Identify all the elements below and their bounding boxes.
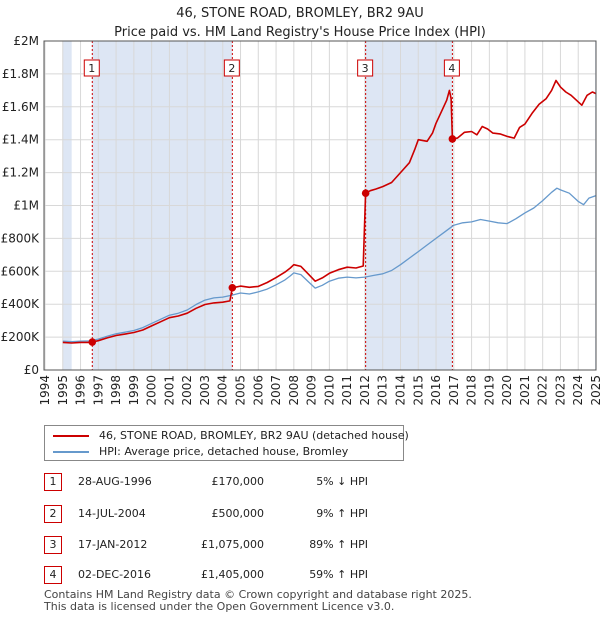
- legend: 46, STONE ROAD, BROMLEY, BR2 9AU (detach…: [44, 425, 409, 461]
- sale-marker-box: [223, 59, 240, 77]
- y-tick-label: £1.4M: [2, 133, 39, 147]
- sale-number-badge: 3: [44, 536, 62, 554]
- sale-marker-label: 4: [448, 62, 455, 75]
- x-tick-label: 2015: [411, 375, 425, 406]
- x-tick-label: 1997: [91, 375, 105, 406]
- sale-row: 4 02-DEC-2016 £1,405,000 59% ↑ HPI: [44, 566, 404, 584]
- sale-marker-label: 3: [362, 62, 369, 75]
- y-tick-label: £200K: [1, 330, 41, 344]
- x-tick-label: 2020: [500, 375, 514, 406]
- sale-point: [361, 189, 370, 197]
- x-tick-label: 1995: [56, 375, 70, 406]
- sale-marker-label: 1: [88, 62, 95, 75]
- x-tick-label: 2009: [305, 375, 319, 406]
- y-tick-label: £1.2M: [2, 166, 39, 180]
- property-price-line: [62, 79, 597, 344]
- x-tick-label: 2010: [322, 375, 336, 406]
- x-tick-label: 2017: [447, 375, 461, 406]
- sale-date: 14-JUL-2004: [78, 507, 146, 520]
- y-tick-label: £800K: [1, 231, 41, 245]
- sale-row: 3 17-JAN-2012 £1,075,000 89% ↑ HPI: [44, 536, 404, 554]
- x-tick-label: 2021: [518, 375, 532, 406]
- sale-point: [228, 283, 237, 292]
- sale-price: £170,000: [211, 475, 265, 488]
- sale-hpi-change: 9% ↑ HPI: [316, 507, 368, 520]
- x-tick-label: 1994: [38, 375, 52, 406]
- x-tick-label: 2007: [269, 375, 283, 406]
- sale-number-badge: 4: [44, 566, 62, 584]
- sale-row: 1 28-AUG-1996 £170,000 5% ↓ HPI: [44, 473, 404, 491]
- x-tick-label: 2003: [198, 375, 212, 406]
- y-tick-label: £0: [24, 363, 39, 377]
- sale-marker-box: [357, 59, 374, 77]
- sale-date: 28-AUG-1996: [78, 475, 152, 488]
- y-tick-label: £600K: [1, 264, 41, 278]
- y-tick-label: £400K: [1, 297, 41, 311]
- x-tick-label: 2022: [536, 375, 550, 406]
- sale-date: 02-DEC-2016: [78, 568, 152, 581]
- x-tick-label: 1999: [127, 375, 141, 406]
- legend-label-property: 46, STONE ROAD, BROMLEY, BR2 9AU (detach…: [99, 429, 409, 442]
- x-tick-label: 1996: [74, 375, 88, 406]
- sale-hpi-change: 89% ↑ HPI: [309, 538, 368, 551]
- x-tick-label: 2000: [145, 375, 159, 406]
- x-tick-label: 2004: [216, 375, 230, 406]
- sale-date: 17-JAN-2012: [78, 538, 148, 551]
- sale-marker-label: 2: [228, 62, 235, 75]
- x-tick-label: 2018: [465, 375, 479, 406]
- y-tick-label: £1.6M: [2, 100, 39, 114]
- chart-title-block: 46, STONE ROAD, BROMLEY, BR2 9AU Price p…: [0, 4, 600, 42]
- sale-number-badge: 2: [44, 505, 62, 523]
- legend-swatch-hpi: [53, 451, 89, 453]
- sale-number-badge: 1: [44, 473, 62, 491]
- x-tick-label: 2013: [376, 375, 390, 406]
- x-tick-label: 1998: [109, 375, 123, 406]
- x-tick-label: 2016: [429, 375, 443, 406]
- x-tick-label: 2005: [234, 375, 248, 406]
- hpi-line: [62, 187, 597, 343]
- sale-price: £1,405,000: [201, 568, 264, 581]
- sale-marker-box: [443, 59, 460, 77]
- sale-point: [88, 338, 97, 346]
- x-tick-label: 2023: [553, 375, 567, 406]
- legend-label-hpi: HPI: Average price, detached house, Brom…: [99, 445, 349, 458]
- footer: Contains HM Land Registry data © Crown c…: [44, 589, 472, 613]
- y-tick-label: £1M: [13, 199, 39, 213]
- price-chart: 1 2 3 4 £0 £200K £400K £600K £800K £1M £1.2M £1.4M…: [1, 34, 600, 406]
- chart-title: 46, STONE ROAD, BROMLEY, BR2 9AU: [176, 6, 424, 21]
- sale-marker-box: [83, 59, 100, 77]
- x-tick-label: 2014: [393, 375, 407, 406]
- footer-line: Contains HM Land Registry data © Crown c…: [44, 588, 472, 601]
- sale-hpi-change: 5% ↓ HPI: [316, 475, 368, 488]
- x-tick-label: 2011: [340, 375, 354, 406]
- x-tick-label: 2012: [358, 375, 372, 406]
- chart-subtitle: Price paid vs. HM Land Registry's House …: [114, 25, 486, 40]
- x-tick-label: 2006: [251, 375, 265, 406]
- sale-row: 2 14-JUL-2004 £500,000 9% ↑ HPI: [44, 505, 404, 523]
- sale-price: £500,000: [211, 507, 265, 520]
- x-tick-label: 2025: [589, 375, 600, 406]
- footer-line: This data is licensed under the Open Gov…: [44, 600, 395, 613]
- x-tick-label: 2024: [571, 375, 585, 406]
- y-tick-label: £1.8M: [2, 67, 39, 81]
- legend-swatch-property: [53, 435, 89, 437]
- x-tick-label: 2019: [482, 375, 496, 406]
- x-tick-label: 2008: [287, 375, 301, 406]
- sale-point: [448, 135, 457, 143]
- x-tick-label: 2002: [180, 375, 194, 406]
- x-tick-label: 2001: [162, 375, 176, 406]
- sale-price: £1,075,000: [201, 538, 264, 551]
- plot-frame: [43, 40, 597, 371]
- sale-hpi-change: 59% ↑ HPI: [309, 568, 368, 581]
- y-tick-label: £2M: [13, 34, 39, 48]
